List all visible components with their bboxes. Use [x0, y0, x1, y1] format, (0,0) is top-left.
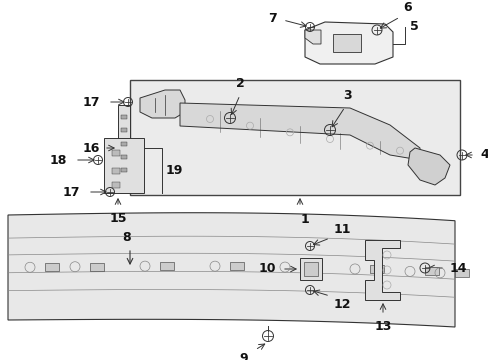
Polygon shape	[407, 148, 449, 185]
Bar	[121, 142, 127, 146]
Bar	[121, 155, 127, 159]
Text: 15: 15	[109, 212, 126, 225]
Bar	[424, 267, 438, 275]
Text: 6: 6	[402, 1, 411, 14]
Bar	[45, 263, 59, 271]
Bar	[369, 265, 383, 273]
Bar	[121, 168, 127, 172]
Bar	[104, 138, 143, 193]
Bar	[299, 263, 313, 271]
Bar	[121, 115, 127, 119]
Bar	[160, 262, 174, 270]
Polygon shape	[8, 213, 454, 327]
Bar	[229, 262, 244, 270]
Text: 17: 17	[62, 185, 80, 198]
Text: 11: 11	[333, 223, 351, 236]
Bar	[121, 128, 127, 132]
Bar	[332, 34, 360, 52]
Text: 14: 14	[449, 261, 467, 274]
Text: 1: 1	[300, 213, 309, 226]
Bar	[90, 263, 104, 271]
Bar	[454, 269, 468, 277]
Bar	[112, 182, 120, 188]
Polygon shape	[140, 90, 184, 118]
Text: 9: 9	[239, 352, 247, 360]
Text: 12: 12	[333, 298, 351, 311]
Text: 8: 8	[122, 231, 131, 244]
Text: 7: 7	[268, 12, 276, 24]
Text: 16: 16	[82, 141, 100, 154]
Text: 10: 10	[258, 262, 275, 275]
Bar	[304, 262, 317, 276]
Text: 3: 3	[343, 89, 351, 102]
Text: 19: 19	[165, 163, 183, 176]
Bar	[130, 80, 459, 195]
Bar	[299, 258, 321, 280]
Bar	[112, 150, 120, 156]
Polygon shape	[180, 103, 419, 160]
Text: 17: 17	[82, 95, 100, 108]
Polygon shape	[305, 22, 392, 64]
Bar	[112, 168, 120, 174]
Bar	[118, 105, 130, 180]
Text: 13: 13	[373, 320, 391, 333]
Text: 2: 2	[235, 77, 244, 90]
Polygon shape	[364, 240, 399, 300]
Polygon shape	[305, 30, 320, 44]
Text: 4: 4	[479, 148, 488, 162]
Text: 18: 18	[49, 153, 67, 166]
Text: 5: 5	[409, 21, 418, 33]
